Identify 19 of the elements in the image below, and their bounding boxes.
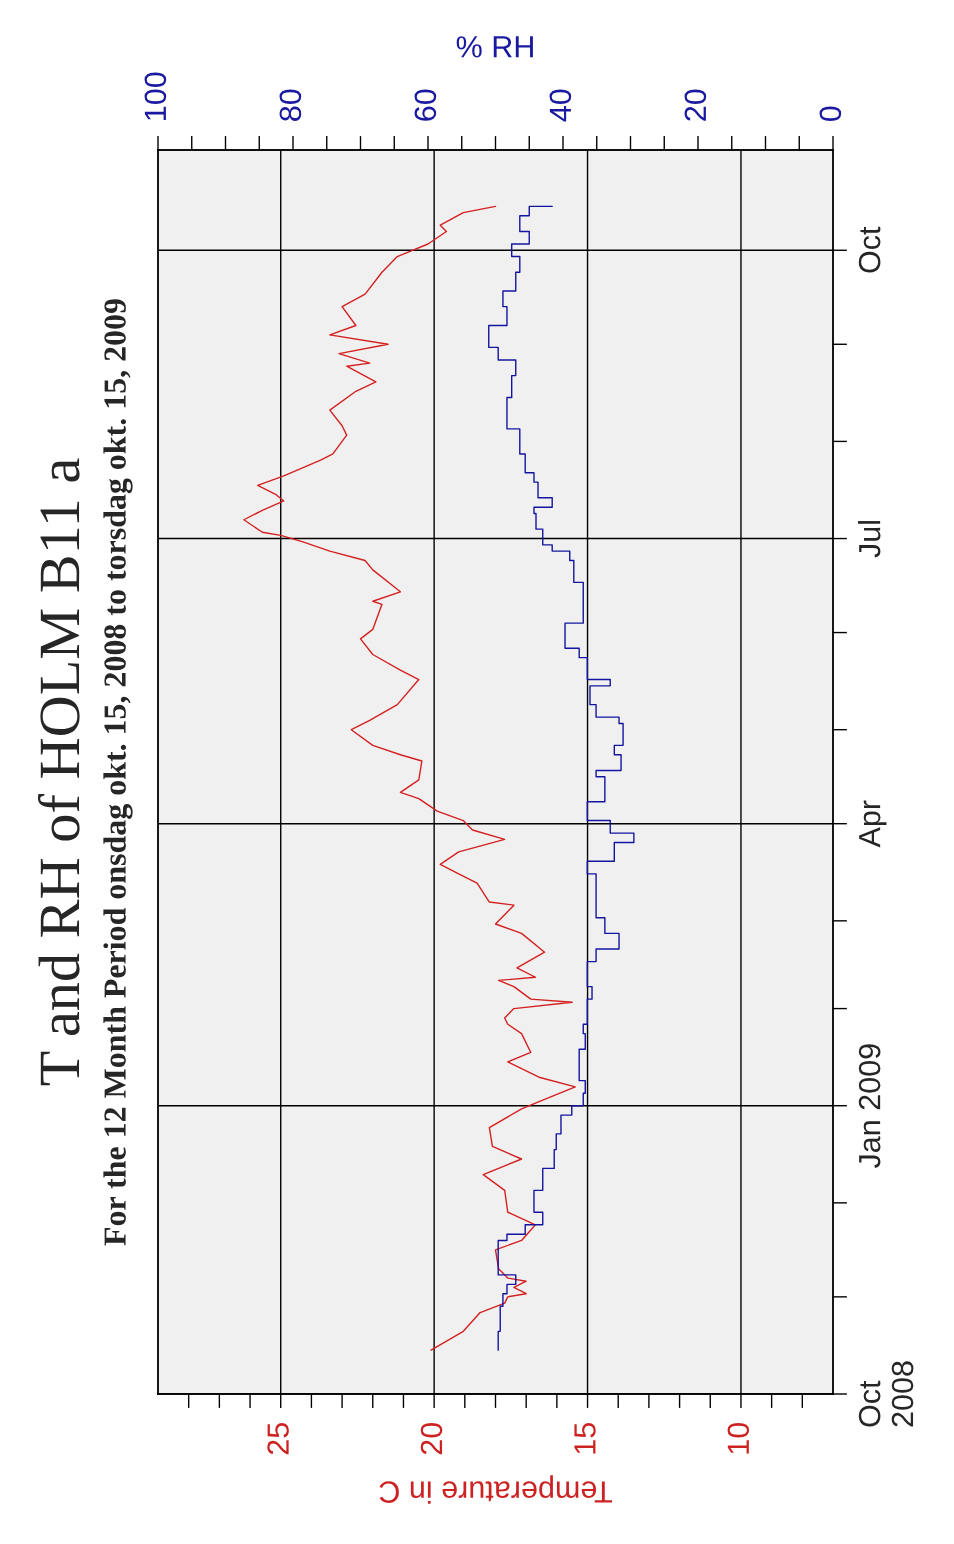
x-tick-label: 20 [420, 1422, 443, 1455]
x2-tick-label: 20 [684, 89, 707, 121]
x-axis-title: Temperature in C [379, 1475, 612, 1504]
y-tick-label: Oct [858, 226, 881, 273]
x-tick-label: 15 [574, 1423, 596, 1454]
x2-tick-label: 80 [279, 89, 302, 121]
y-tick-label: Oct 2008 [858, 1361, 914, 1427]
text: For the 12 Month Period onsdag okt. 15, 2008 to torsdag okt. 15, 2009 [103, 299, 133, 1246]
x2-axis-title: % RH [456, 36, 533, 58]
x-tick-label: 10 [727, 1422, 750, 1454]
text: T and RH of HOLM B11 a [37, 458, 80, 1086]
x2-tick-label: 40 [549, 89, 572, 122]
x-tick-label: 25 [267, 1423, 289, 1455]
y-tick-label: Apr [859, 800, 887, 848]
y-tick-label: Jul [858, 521, 881, 558]
y-tick-label: Jan 2009 [858, 1044, 881, 1169]
x2-tick-label: 0 [819, 106, 842, 122]
x2-tick-label: 60 [414, 89, 437, 121]
x2-tick-label: 100 [144, 72, 167, 120]
